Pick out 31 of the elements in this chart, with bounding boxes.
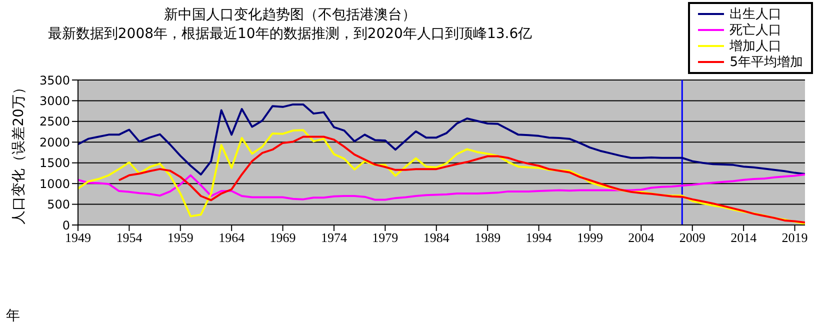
x-tick-label: 1964 <box>218 230 246 246</box>
x-tick-label: 1999 <box>576 230 603 246</box>
x-tick-label: 2009 <box>679 230 706 246</box>
legend-label: 出生人口 <box>730 6 782 23</box>
x-tick-label: 2004 <box>628 230 655 246</box>
chart-title: 新中国人口变化趋势图（不包括港澳台） <box>163 6 417 25</box>
y-tick-label: 1000 <box>39 176 70 191</box>
x-tick-label: 2014 <box>730 230 758 246</box>
legend-label: 5年平均增加 <box>730 54 803 71</box>
y-axis-title: 人口变化（误差20万） <box>10 80 27 224</box>
x-tick-label: 1989 <box>474 230 501 246</box>
y-tick-label: 0 <box>62 218 70 232</box>
x-tick-label: 1979 <box>372 230 398 246</box>
x-tick-label: 1984 <box>423 230 450 246</box>
y-tick-label: 2000 <box>39 135 70 150</box>
x-tick-label: 1954 <box>116 230 143 246</box>
x-tick-label: 2019 <box>782 230 808 246</box>
x-tick-label: 1994 <box>526 230 552 246</box>
y-tick-label: 3500 <box>39 73 70 88</box>
x-tick-label: 1974 <box>320 230 348 246</box>
x-tick-label: 1969 <box>270 230 296 246</box>
x-tick-label: 1959 <box>167 230 194 246</box>
y-tick-label: 3000 <box>39 94 70 108</box>
x-tick-label: 1949 <box>65 230 91 246</box>
x-axis-title: 年 <box>6 307 20 325</box>
y-tick-label: 1500 <box>39 156 70 170</box>
chart-subtitle: 最新数据到2008年，根据最近10年的数据推测，到2020年人口到顶峰13.6亿 <box>46 25 534 44</box>
legend-label: 增加人口 <box>730 38 782 55</box>
y-tick-label: 500 <box>47 198 70 212</box>
y-tick-label: 2500 <box>39 114 70 129</box>
legend-label: 死亡人口 <box>730 22 782 39</box>
